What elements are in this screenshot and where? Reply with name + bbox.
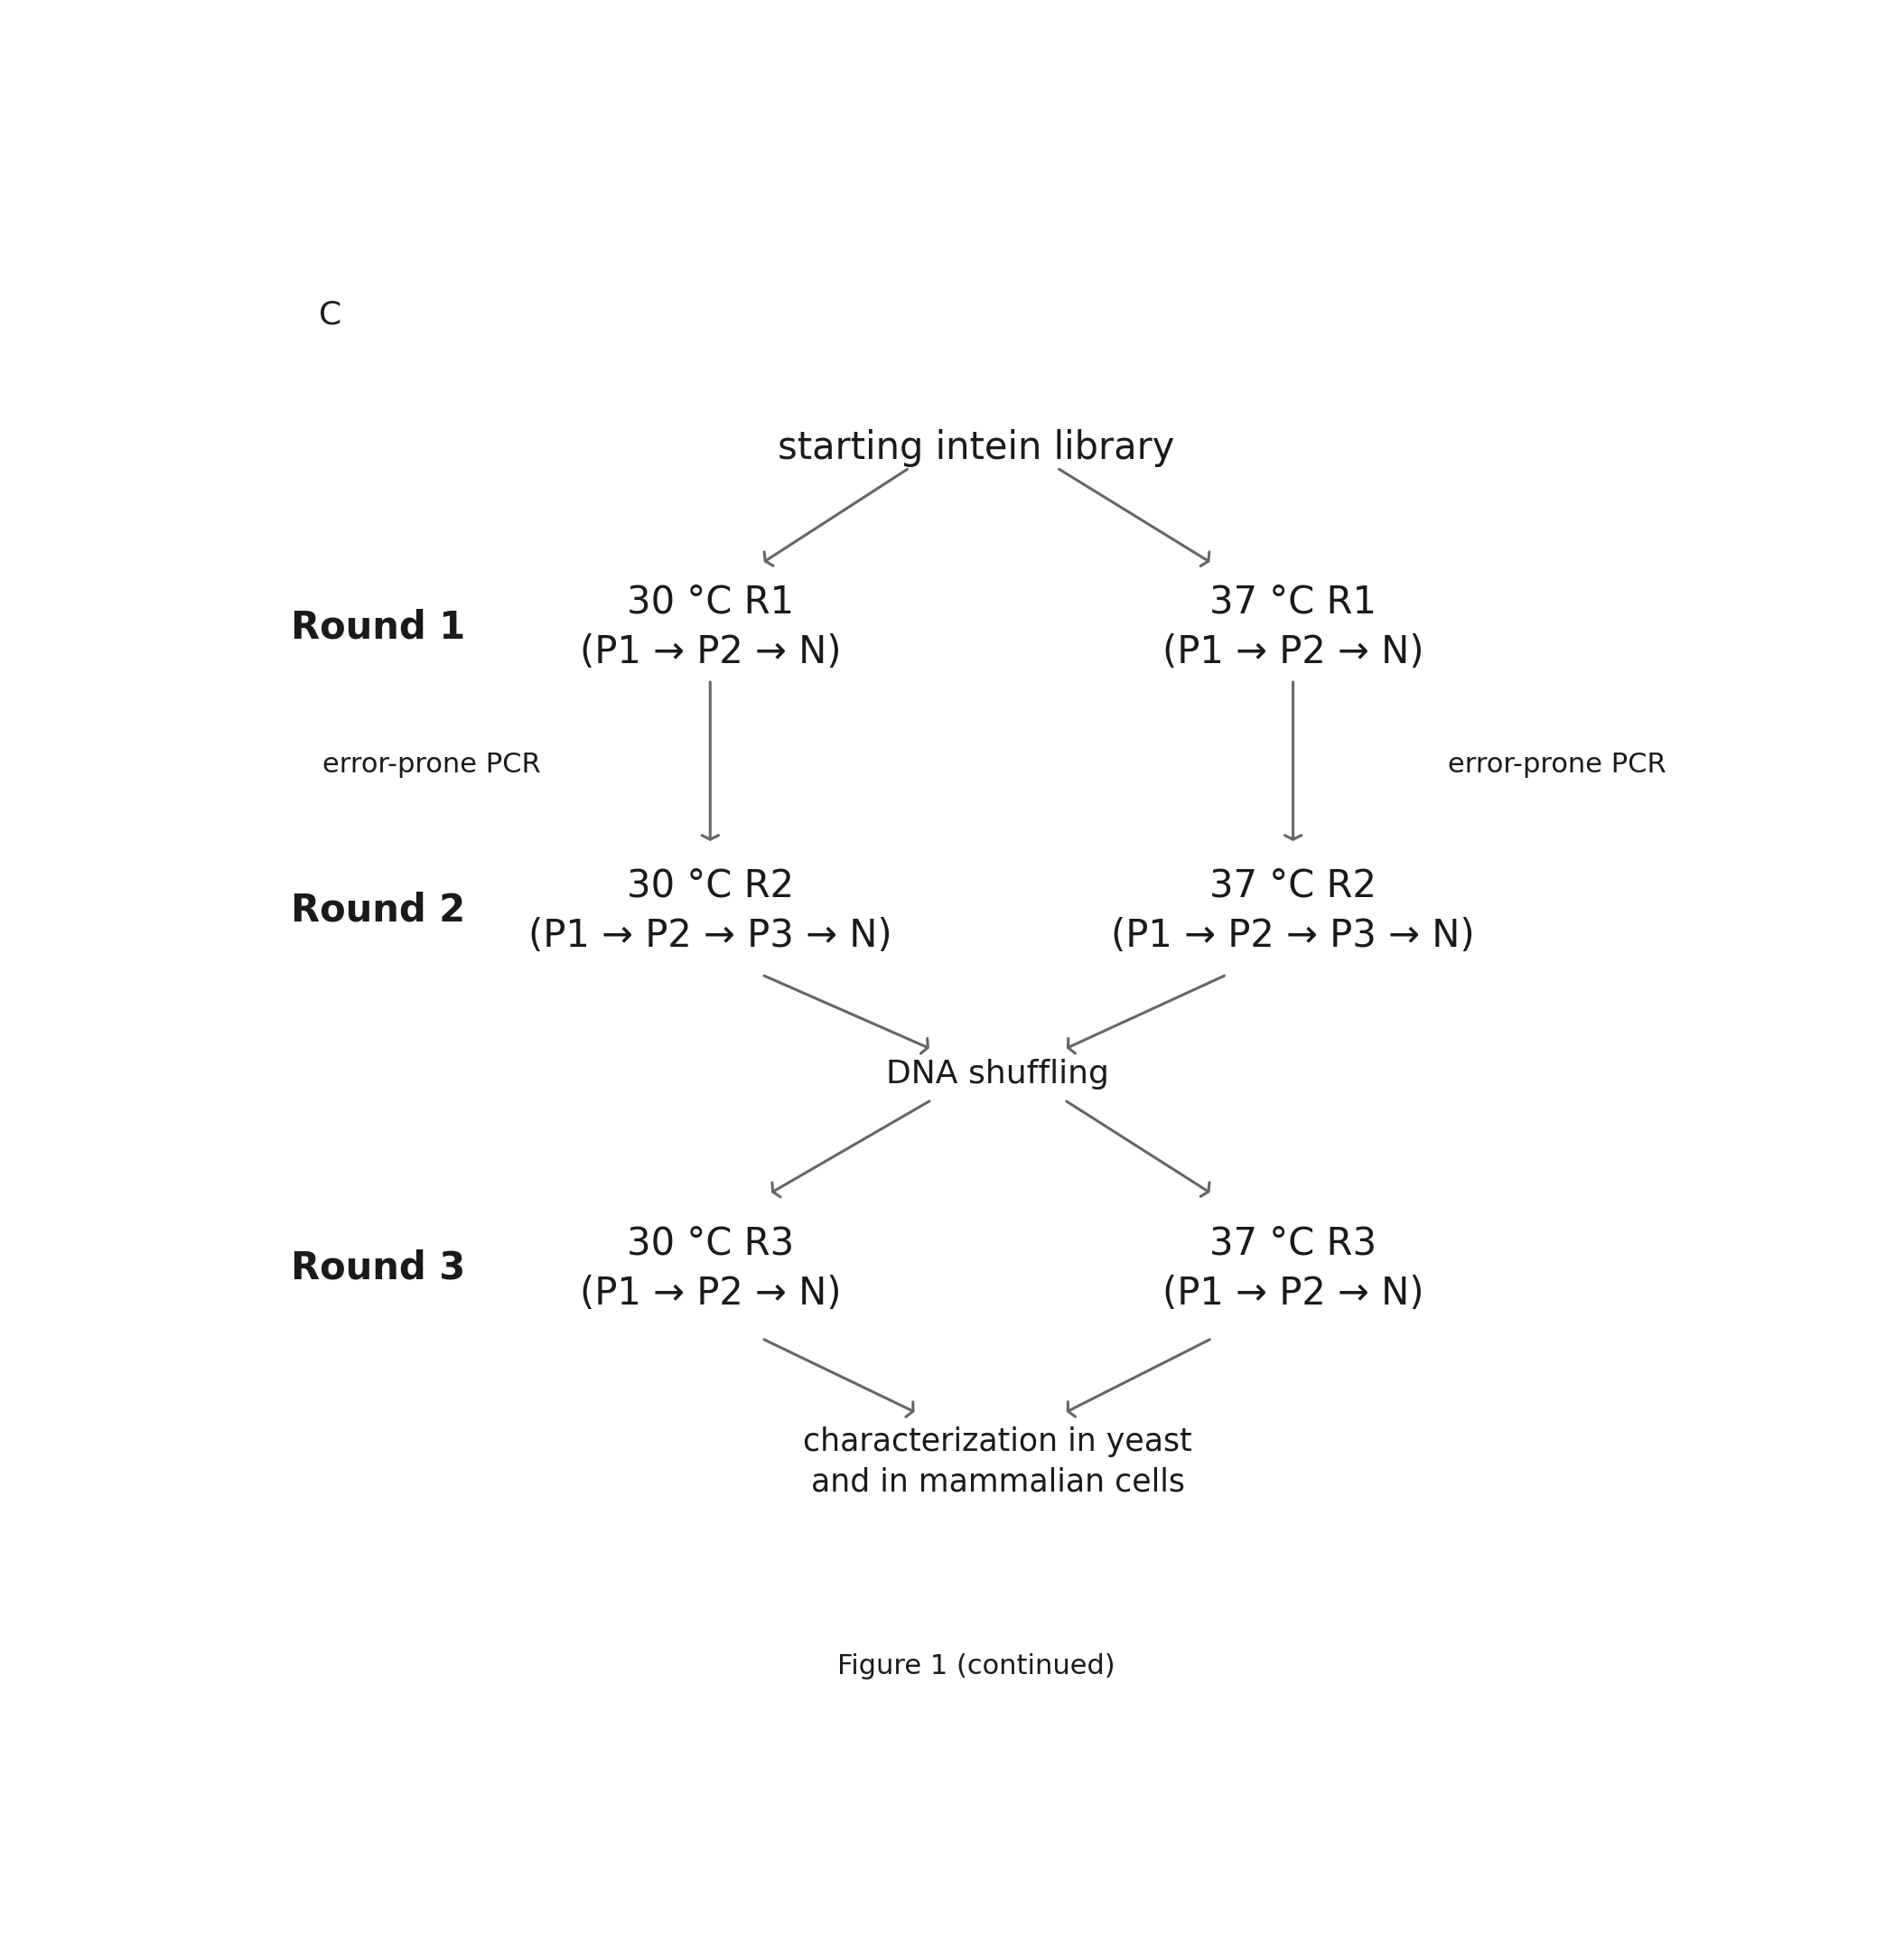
Text: DNA shuffling: DNA shuffling (887, 1059, 1110, 1090)
Text: starting intein library: starting intein library (777, 430, 1175, 467)
Text: Round 2: Round 2 (291, 892, 465, 929)
Text: C: C (320, 300, 343, 331)
Text: Round 3: Round 3 (291, 1249, 465, 1287)
Text: 30 °C R1
(P1 → P2 → N): 30 °C R1 (P1 → P2 → N) (579, 583, 842, 672)
Text: 30 °C R3
(P1 → P2 → N): 30 °C R3 (P1 → P2 → N) (579, 1224, 842, 1313)
Text: Figure 1 (continued): Figure 1 (continued) (838, 1653, 1114, 1680)
Text: error-prone PCR: error-prone PCR (322, 751, 541, 778)
Text: 30 °C R2
(P1 → P2 → P3 → N): 30 °C R2 (P1 → P2 → P3 → N) (529, 867, 891, 954)
Text: 37 °C R3
(P1 → P2 → N): 37 °C R3 (P1 → P2 → N) (1161, 1224, 1424, 1313)
Text: Round 1: Round 1 (291, 608, 465, 647)
Text: 37 °C R1
(P1 → P2 → N): 37 °C R1 (P1 → P2 → N) (1161, 583, 1424, 672)
Text: error-prone PCR: error-prone PCR (1449, 751, 1666, 778)
Text: 37 °C R2
(P1 → P2 → P3 → N): 37 °C R2 (P1 → P2 → P3 → N) (1112, 867, 1476, 954)
Text: characterization in yeast
and in mammalian cells: characterization in yeast and in mammali… (803, 1427, 1192, 1498)
